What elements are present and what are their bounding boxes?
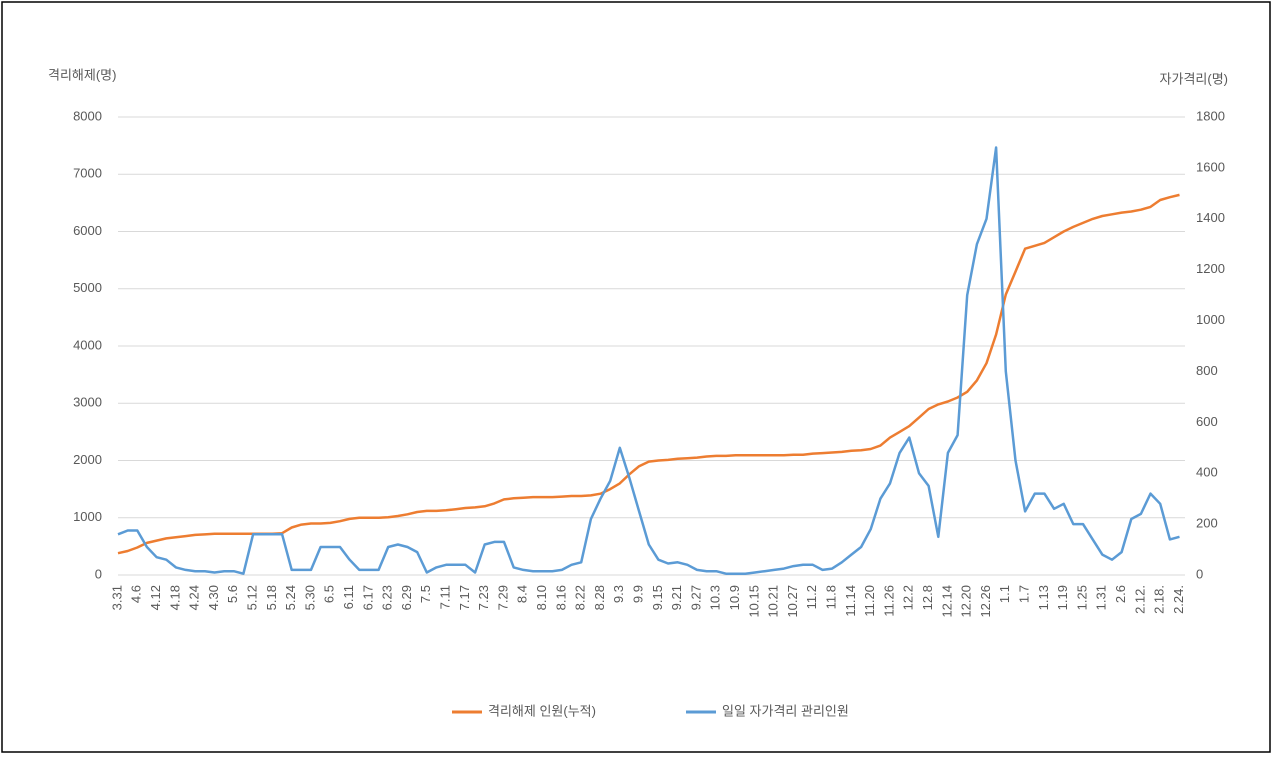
x-tick-label: 1.13 [1036,585,1051,610]
x-tick-label: 5.18 [264,585,279,610]
x-tick-label: 10.21 [766,585,781,618]
x-tick-label: 7.23 [476,585,491,610]
x-tick-label: 1.19 [1055,585,1070,610]
x-tick-label: 4.24 [187,585,202,610]
y-tick-label: 0 [95,566,102,581]
y-tick-label: 8000 [73,108,102,123]
x-tick-label: 11.2 [804,585,819,609]
x-tick-label: 5.12 [245,585,260,610]
x-tick-label: 8.4 [515,585,530,603]
y-tick-label: 3000 [73,395,102,410]
x-tick-label: 6.11 [341,585,356,609]
x-tick-label: 1.31 [1094,585,1109,610]
x-tick-label: 5.30 [302,585,317,610]
x-tick-label: 1.7 [1017,585,1032,603]
y2-tick-label: 800 [1196,363,1218,378]
y2-tick-label: 1800 [1196,108,1225,123]
x-tick-label: 9.3 [611,585,626,603]
x-tick-label: 8.28 [592,585,607,610]
y2-tick-label: 200 [1196,516,1218,531]
y2-tick-label: 600 [1196,414,1218,429]
x-tick-label: 11.14 [843,585,858,617]
x-tick-label: 11.26 [881,585,896,617]
y2-tick-label: 1200 [1196,261,1225,276]
x-tick-label: 10.9 [727,585,742,610]
y-tick-label: 5000 [73,280,102,295]
x-tick-label: 4.30 [206,585,221,610]
x-tick-label: 4.18 [167,585,182,610]
x-tick-label: 4.12 [148,585,163,610]
x-tick-label: 7.11 [438,585,453,609]
y2-tick-label: 1400 [1196,210,1225,225]
y-tick-label: 6000 [73,223,102,238]
x-tick-label: 9.9 [631,585,646,603]
x-tick-label: 1.25 [1074,585,1089,610]
x-tick-label: 6.29 [399,585,414,610]
x-tick-label: 12.2 [901,585,916,610]
x-tick-label: 4.6 [129,585,144,603]
x-tick-label: 6.23 [380,585,395,610]
y2-tick-label: 1000 [1196,312,1225,327]
x-tick-label: 3.31 [109,585,124,610]
x-tick-label: 6.5 [322,585,337,603]
legend-label: 일일 자가격리 관리인원 [722,703,849,718]
x-tick-label: 1.1 [997,585,1012,603]
x-tick-label: 7.5 [418,585,433,603]
y2-tick-label: 400 [1196,465,1218,480]
x-tick-label: 6.17 [360,585,375,610]
y-axis-title: 격리해제(명) [48,67,116,82]
x-tick-label: 8.16 [553,585,568,610]
x-tick-label: 2.24. [1171,585,1186,614]
x-tick-label: 2.12. [1132,585,1147,614]
x-tick-label: 11.8 [824,585,839,609]
y2-tick-label: 0 [1196,566,1203,581]
y2-axis-title: 자가격리(명) [1160,71,1228,86]
y-tick-label: 4000 [73,337,102,352]
x-tick-label: 12.14 [939,585,954,618]
x-tick-label: 8.22 [573,585,588,610]
x-tick-label: 11.20 [862,585,877,617]
series-line [117,146,1180,575]
x-tick-label: 9.21 [669,585,684,610]
y-tick-label: 7000 [73,166,102,181]
x-tick-label: 5.24 [283,585,298,610]
x-tick-label: 8.10 [534,585,549,610]
x-tick-label: 10.3 [708,585,723,610]
x-tick-label: 12.8 [920,585,935,610]
x-tick-label: 12.20 [959,585,974,618]
y2-tick-label: 1600 [1196,159,1225,174]
x-tick-label: 5.6 [225,585,240,603]
x-tick-label: 12.26 [978,585,993,618]
y-tick-label: 2000 [73,452,102,467]
x-tick-label: 7.29 [495,585,510,610]
x-tick-label: 9.15 [650,585,665,610]
x-tick-label: 2.6 [1113,585,1128,603]
x-tick-label: 7.17 [457,585,472,610]
x-tick-label: 10.15 [746,585,761,618]
x-tick-label: 10.27 [785,585,800,618]
x-tick-label: 2.18. [1152,585,1167,614]
x-tick-label: 9.27 [688,585,703,610]
y-tick-label: 1000 [73,509,102,524]
legend-label: 격리해제 인원(누적) [488,703,596,718]
